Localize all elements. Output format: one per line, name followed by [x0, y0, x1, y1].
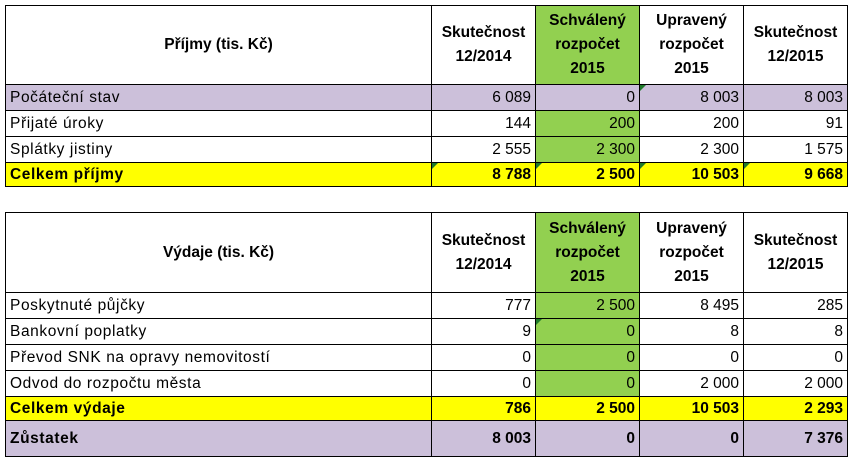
row-label: Zůstatek — [5, 420, 432, 457]
expenses-table: Výdaje (tis. Kč) Skutečnost 12/2014 Schvá… — [5, 212, 848, 457]
cell-value: 285 — [743, 292, 848, 319]
cell-value: 1 575 — [743, 136, 848, 163]
cell-value: 0 — [535, 420, 640, 457]
cell-value: 777 — [431, 292, 536, 319]
cell-value: 6 089 — [431, 84, 536, 111]
col-header-actual-2015: Skutečnost 12/2015 — [743, 212, 848, 293]
row-label: Bankovní poplatky — [5, 318, 432, 345]
income-header-row: Příjmy (tis. Kč) Skutečnost 12/2014 Schvá… — [5, 5, 848, 85]
income-total-row: Celkem příjmy 8 788 2 500 10 503 9 668 — [5, 162, 848, 187]
income-table: Příjmy (tis. Kč) Skutečnost 12/2014 Schvá… — [5, 5, 848, 187]
cell-value: 8 003 — [639, 84, 744, 111]
cell-value: 2 555 — [431, 136, 536, 163]
cell-value: 8 003 — [743, 84, 848, 111]
cell-value: 144 — [431, 110, 536, 137]
col-header-adjusted-2015: Upravený rozpočet 2015 — [639, 212, 744, 293]
row-label: Celkem příjmy — [5, 162, 432, 187]
table-row: Přijaté úroky 144 200 200 91 — [5, 110, 848, 137]
table-row: Počáteční stav 6 089 0 8 003 8 003 — [5, 84, 848, 111]
cell-value: 8 — [639, 318, 744, 345]
cell-value: 91 — [743, 110, 848, 137]
cell-value: 0 — [535, 370, 640, 397]
expenses-total-row: Celkem výdaje 786 2 500 10 503 2 293 — [5, 396, 848, 421]
cell-value: 0 — [743, 344, 848, 371]
cell-value: 9 668 — [743, 162, 848, 187]
cell-value: 0 — [535, 84, 640, 111]
cell-value: 0 — [431, 344, 536, 371]
cell-value: 2 500 — [535, 162, 640, 187]
cell-value: 200 — [535, 110, 640, 137]
cell-value: 2 300 — [639, 136, 744, 163]
cell-value: 2 293 — [743, 396, 848, 421]
cell-value: 786 — [431, 396, 536, 421]
cell-value: 0 — [535, 318, 640, 345]
cell-value: 8 — [743, 318, 848, 345]
cell-value: 10 503 — [639, 396, 744, 421]
expenses-title: Výdaje (tis. Kč) — [5, 212, 432, 293]
col-header-actual-2015: Skutečnost 12/2015 — [743, 5, 848, 85]
cell-value: 200 — [639, 110, 744, 137]
row-label: Odvod do rozpočtu města — [5, 370, 432, 397]
row-label: Celkem výdaje — [5, 396, 432, 421]
cell-value: 2 000 — [639, 370, 744, 397]
row-label: Převod SNK na opravy nemovitostí — [5, 344, 432, 371]
cell-value: 0 — [431, 370, 536, 397]
col-header-approved-2015: Schválený rozpočet 2015 — [535, 212, 640, 293]
cell-value: 0 — [639, 344, 744, 371]
col-header-actual-2014: Skutečnost 12/2014 — [431, 5, 536, 85]
cell-value: 8 003 — [431, 420, 536, 457]
cell-value: 9 — [431, 318, 536, 345]
table-row: Bankovní poplatky 9 0 8 8 — [5, 318, 848, 345]
col-header-adjusted-2015: Upravený rozpočet 2015 — [639, 5, 744, 85]
row-label: Poskytnuté půjčky — [5, 292, 432, 319]
expenses-header-row: Výdaje (tis. Kč) Skutečnost 12/2014 Schvá… — [5, 212, 848, 293]
table-row: Převod SNK na opravy nemovitostí 0 0 0 0 — [5, 344, 848, 371]
cell-value: 0 — [535, 344, 640, 371]
income-title: Příjmy (tis. Kč) — [5, 5, 432, 85]
cell-value: 2 500 — [535, 396, 640, 421]
cell-value: 2 000 — [743, 370, 848, 397]
col-header-actual-2014: Skutečnost 12/2014 — [431, 212, 536, 293]
row-label: Přijaté úroky — [5, 110, 432, 137]
cell-value: 2 500 — [535, 292, 640, 319]
table-row: Splátky jistiny 2 555 2 300 2 300 1 575 — [5, 136, 848, 163]
cell-value: 2 300 — [535, 136, 640, 163]
balance-row: Zůstatek 8 003 0 0 7 376 — [5, 420, 848, 457]
cell-value: 8 788 — [431, 162, 536, 187]
table-row: Poskytnuté půjčky 777 2 500 8 495 285 — [5, 292, 848, 319]
col-header-approved-2015: Schválený rozpočet 2015 — [535, 5, 640, 85]
table-row: Odvod do rozpočtu města 0 0 2 000 2 000 — [5, 370, 848, 397]
row-label: Splátky jistiny — [5, 136, 432, 163]
cell-value: 7 376 — [743, 420, 848, 457]
cell-value: 8 495 — [639, 292, 744, 319]
cell-value: 0 — [639, 420, 744, 457]
row-label: Počáteční stav — [5, 84, 432, 111]
cell-value: 10 503 — [639, 162, 744, 187]
